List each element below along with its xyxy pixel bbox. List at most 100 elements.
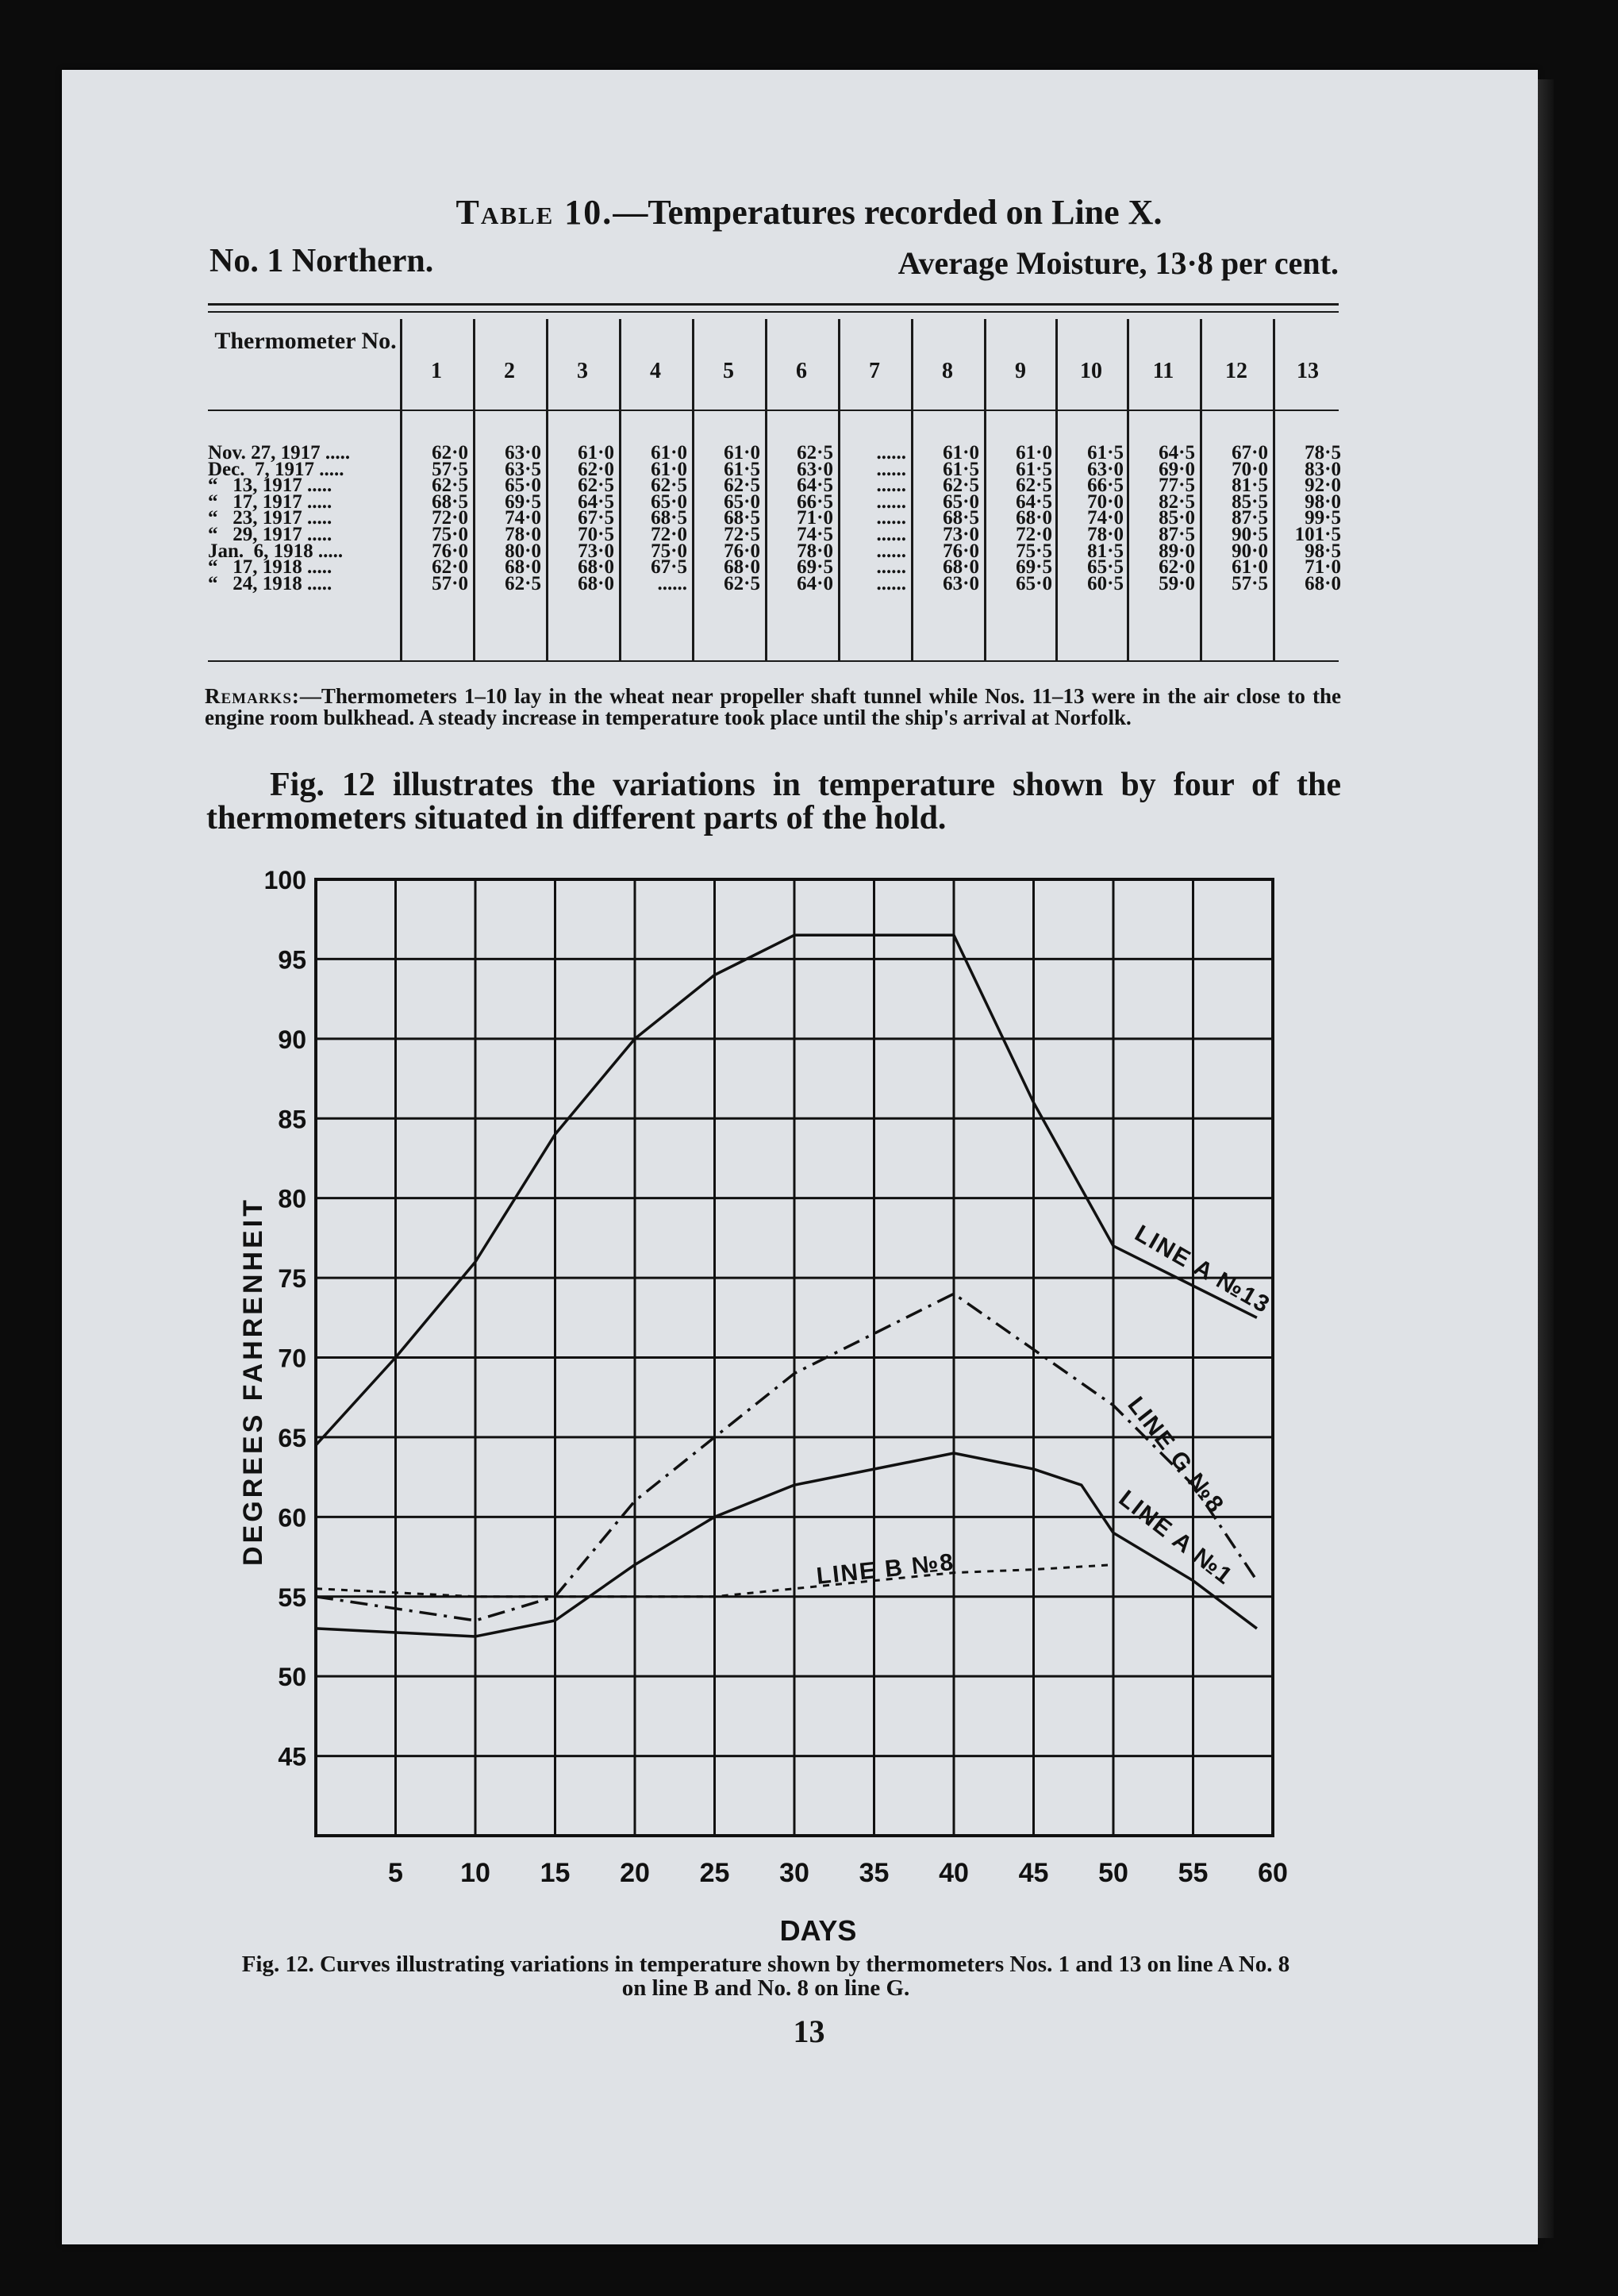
- y-tick-label: 55: [278, 1583, 306, 1612]
- table-cell: 87·5: [1159, 524, 1195, 545]
- x-tick-label: 10: [460, 1858, 490, 1888]
- table-cell: 61·0: [943, 442, 979, 463]
- table-cell: 78·0: [505, 524, 541, 545]
- table-cell: 66·5: [1087, 475, 1124, 497]
- table-column-rule: [692, 319, 694, 660]
- table-cell: 101·5: [1294, 524, 1341, 545]
- y-tick-label: 70: [278, 1344, 306, 1373]
- table-cell: 62·0: [1159, 556, 1195, 579]
- remarks-lead: Remarks:: [205, 684, 300, 708]
- x-tick-label: 30: [779, 1858, 809, 1888]
- table-row-date: “ 24, 1918 .....: [208, 572, 332, 594]
- table-cell: 73·0: [578, 540, 614, 562]
- table-cell: 61·0: [651, 442, 687, 463]
- table-cell: 59·0: [1159, 572, 1195, 594]
- table-cell: 68·5: [432, 490, 468, 513]
- table-header-rule: [208, 410, 1339, 411]
- table-cell: 61·5: [1016, 458, 1052, 480]
- table-cell: 57·5: [432, 458, 468, 480]
- table-cell: 61·5: [1087, 442, 1124, 463]
- table-cell: 78·0: [797, 540, 833, 562]
- table-column-rule: [765, 319, 767, 660]
- table-header-col-9: 9: [1015, 359, 1026, 383]
- table-cell: 68·0: [578, 556, 614, 579]
- table-cell: 75·0: [432, 524, 468, 545]
- table-cell: 72·0: [651, 524, 687, 545]
- table-cell: 74·5: [797, 524, 833, 545]
- table-cell: 98·5: [1305, 540, 1341, 562]
- table-header-thermometer: Thermometer No.: [214, 328, 397, 354]
- table-cell: 89·0: [1159, 540, 1195, 562]
- table-header-col-10: 10: [1080, 359, 1102, 383]
- table-cell: 67·0: [1232, 442, 1268, 463]
- x-tick-label: 45: [1019, 1858, 1049, 1888]
- table-cell: 72·5: [724, 524, 760, 545]
- table-cell: 61·5: [724, 458, 760, 480]
- table-row-date: “ 29, 1917 .....: [208, 524, 332, 545]
- table-column-rule: [1127, 319, 1129, 660]
- table-cell: 73·0: [943, 524, 979, 545]
- table-cell: 83·0: [1305, 458, 1341, 480]
- table-row-date: Nov. 27, 1917 .....: [208, 442, 351, 463]
- table-cell: 77·5: [1159, 475, 1195, 497]
- table-cell: 67·5: [578, 507, 614, 529]
- table-cell: 75·0: [651, 540, 687, 562]
- average-moisture: Average Moisture, 13·8 per cent.: [897, 245, 1339, 281]
- table-cell: ......: [876, 442, 907, 463]
- table-column-rule: [1273, 319, 1275, 660]
- table-column-rule: [984, 319, 986, 660]
- table-cell: 61·0: [578, 442, 614, 463]
- table-cell: ......: [876, 556, 907, 579]
- figure-caption: Fig. 12. Curves illustrating variations …: [241, 1952, 1290, 2001]
- table-cell: ......: [876, 458, 907, 480]
- table-cell: 60·5: [1087, 572, 1124, 594]
- table-cell: 72·0: [432, 507, 468, 529]
- table-cell: ......: [876, 540, 907, 562]
- table-column-rule: [619, 319, 621, 660]
- table-cell: 90·5: [1232, 524, 1268, 545]
- table-cell: 90·0: [1232, 540, 1268, 562]
- table-cell: ......: [657, 572, 688, 594]
- table-cell: 64·5: [1159, 442, 1195, 463]
- line-g-no8-curve: [315, 1292, 1259, 1622]
- table-cell: 62·5: [578, 475, 614, 497]
- table-cell: 72·0: [1016, 524, 1052, 545]
- table-cell: 68·5: [651, 507, 687, 529]
- y-tick-label: 45: [278, 1743, 306, 1771]
- table-remarks: Remarks:—Thermometers 1–10 lay in the wh…: [205, 686, 1341, 729]
- table-cell: 65·0: [943, 490, 979, 513]
- table-cell: 68·0: [724, 556, 760, 579]
- table-cell: 68·5: [724, 507, 760, 529]
- table-cell: 69·5: [505, 490, 541, 513]
- table-cell: 81·5: [1232, 475, 1268, 497]
- table-cell: 65·0: [651, 490, 687, 513]
- table-cell: 76·0: [724, 540, 760, 562]
- x-tick-label: 5: [388, 1858, 403, 1888]
- line-a-no13-label: LINE A №13: [1131, 1220, 1275, 1318]
- wheat-grade: No. 1 Northern.: [209, 243, 434, 279]
- remarks-text: —Thermometers 1–10 lay in the wheat near…: [205, 684, 1341, 729]
- table-cell: 68·0: [1305, 572, 1341, 594]
- table-cell: 61·0: [1232, 556, 1268, 579]
- table-column-rule: [838, 319, 840, 660]
- table-cell: 61·5: [943, 458, 979, 480]
- table-cell: 69·5: [797, 556, 833, 579]
- table-cell: 85·5: [1232, 490, 1268, 513]
- table-cell: 62·5: [797, 442, 833, 463]
- table-cell: 61·0: [651, 458, 687, 480]
- table-cell: 99·5: [1305, 507, 1341, 529]
- table-cell: 61·0: [1016, 442, 1052, 463]
- table-cell: 92·0: [1305, 475, 1341, 497]
- table-header-col-1: 1: [431, 359, 442, 383]
- page-number: 13: [793, 2013, 825, 2049]
- table-cell: 66·5: [797, 490, 833, 513]
- table-cell: ......: [876, 490, 907, 513]
- x-tick-label: 40: [939, 1858, 969, 1888]
- y-tick-label: 65: [278, 1424, 306, 1452]
- table-header-col-6: 6: [796, 359, 807, 383]
- table-header-col-8: 8: [942, 359, 953, 383]
- table-cell: 81·5: [1087, 540, 1124, 562]
- line-a-no13-curve: [314, 933, 1258, 1447]
- table-cell: 76·0: [943, 540, 979, 562]
- table-cell: 63·5: [505, 458, 541, 480]
